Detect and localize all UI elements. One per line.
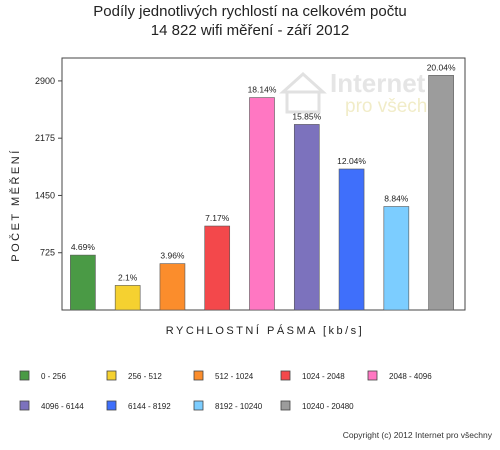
legend-label: 256 - 512 [128, 372, 162, 381]
bar [338, 168, 365, 311]
chart-title-line1: Podíly jednotlivých rychlostí na celkové… [93, 3, 407, 20]
legend-swatch [367, 370, 378, 381]
legend-label: 1024 - 2048 [302, 372, 345, 381]
legend-swatch [106, 370, 117, 381]
chart-title-line2: 14 822 wifi měření - září 2012 [150, 22, 350, 39]
legend-label: 2048 - 4096 [389, 372, 432, 381]
bar-data-label: 12.04% [337, 156, 366, 166]
chart-title: Podíly jednotlivých rychlostí na celkové… [0, 2, 500, 40]
bar [159, 263, 186, 311]
legend-swatch [193, 370, 204, 381]
legend-swatch [106, 400, 117, 411]
bar-data-label: 18.14% [248, 85, 277, 95]
legend-label: 4096 - 6144 [41, 402, 84, 411]
bar-data-label: 2.1% [118, 272, 138, 282]
bar-data-label: 3.96% [160, 251, 185, 261]
bar-data-label: 20.04% [427, 62, 456, 72]
watermark-brand: Internet [330, 68, 426, 98]
bars: 4.69% 2.1% 3.96% 7.17% 18.14% 15.85% 12.04% 8.8… [70, 62, 456, 311]
x-axis-label: RYCHLOSTNÍ PÁSMA [kb/s] [166, 324, 365, 337]
legend-label: 8192 - 10240 [215, 402, 263, 411]
bar [383, 206, 410, 311]
legend-swatch [19, 400, 30, 411]
watermark-tagline: pro všechny [345, 96, 448, 117]
bar [204, 225, 231, 311]
bar-data-label: 7.17% [205, 213, 230, 223]
y-axis-label: POČET MĚŘENÍ [9, 148, 22, 262]
bar-data-label: 15.85% [292, 111, 321, 121]
watermark-logo: Internet pro všechny [279, 68, 448, 117]
y-tick-label: 2175 [35, 133, 55, 143]
bar-data-label: 4.69% [71, 242, 96, 252]
y-tick-label: 2900 [35, 76, 55, 86]
legend-label: 6144 - 8192 [128, 402, 171, 411]
bar [428, 75, 454, 311]
bar [249, 97, 275, 311]
bar [70, 254, 96, 311]
y-tick-label: 725 [40, 248, 55, 258]
legend-label: 0 - 256 [41, 372, 66, 381]
legend-swatch [19, 370, 30, 381]
bar-data-label: 8.84% [384, 194, 409, 204]
legend-swatch [280, 370, 291, 381]
y-axis: 725 1450 2175 2900 [35, 76, 62, 258]
bar [114, 285, 141, 311]
legend-swatch [280, 400, 291, 411]
legend-label: 512 - 1024 [215, 372, 254, 381]
y-tick-label: 1450 [35, 190, 55, 200]
bar [293, 124, 320, 311]
legend-label: 10240 - 20480 [302, 402, 354, 411]
legend: 0 - 256 256 - 512 512 - 1024 1024 - 2048 204… [19, 370, 432, 411]
legend-swatch [193, 400, 204, 411]
copyright-text: Copyright (c) 2012 Internet pro všechny [342, 430, 492, 440]
